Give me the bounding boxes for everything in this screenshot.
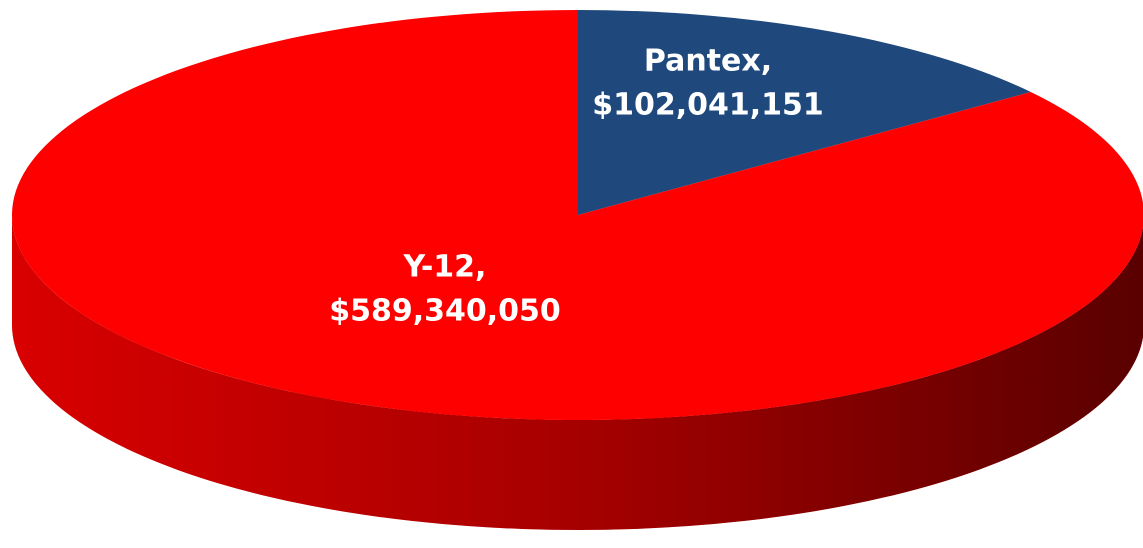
slice-side-shade xyxy=(12,215,1143,530)
slice-category-label: Pantex, xyxy=(644,44,772,79)
slice-value-label: $589,340,050 xyxy=(329,294,561,329)
slice xyxy=(12,10,1143,420)
slice xyxy=(578,10,1031,215)
slice-category-label: Y-12, xyxy=(403,250,487,285)
slice-value-label: $102,041,151 xyxy=(592,88,824,123)
